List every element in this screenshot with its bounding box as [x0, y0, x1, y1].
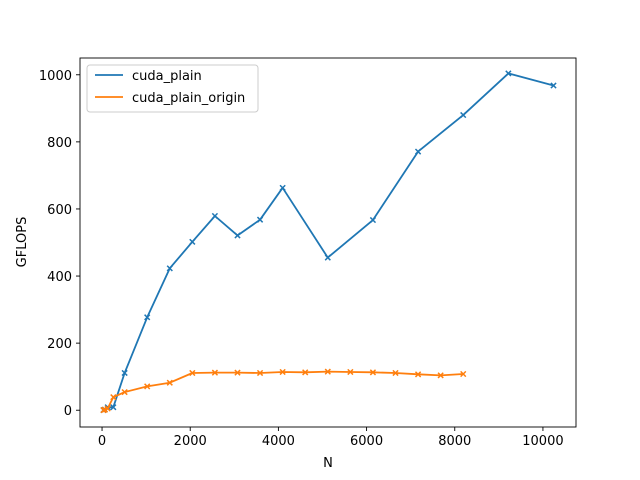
- data-point-cuda-plain-origin: [104, 405, 111, 412]
- data-point-cuda-plain-origin: [256, 369, 264, 377]
- series-layer: [100, 70, 557, 414]
- marker-stroke: [121, 388, 128, 396]
- marker-stroke: [550, 82, 557, 89]
- y-axis: 0 200 400 600 800 1000: [39, 69, 80, 419]
- data-point-cuda-plain: [189, 238, 196, 245]
- marker-stroke: [369, 216, 377, 224]
- data-point-cuda-plain-origin: [324, 368, 331, 375]
- marker-stroke: [144, 383, 151, 390]
- marker-stroke: [110, 404, 117, 411]
- marker-stroke: [189, 369, 196, 377]
- marker-stroke: [414, 148, 422, 155]
- data-point-cuda-plain-origin: [347, 368, 354, 376]
- marker-stroke: [279, 368, 286, 376]
- data-point-cuda-plain-origin: [302, 369, 309, 376]
- data-point-cuda-plain-origin: [392, 369, 399, 377]
- marker-stroke: [347, 368, 354, 376]
- y-tick-label: 1000: [39, 69, 72, 84]
- data-point-cuda-plain: [144, 314, 151, 321]
- data-point-cuda-plain: [110, 404, 117, 411]
- x-tick-label: 6000: [350, 434, 383, 449]
- data-point-cuda-plain: [256, 216, 264, 223]
- y-tick-label: 400: [47, 270, 72, 285]
- data-point-cuda-plain-origin: [166, 379, 173, 386]
- marker-stroke: [110, 394, 117, 401]
- marker-stroke: [211, 212, 219, 220]
- marker-stroke: [144, 314, 151, 321]
- marker-stroke: [414, 371, 422, 378]
- data-point-cuda-plain-origin: [189, 369, 196, 377]
- x-axis-label: N: [323, 456, 333, 471]
- data-point-cuda-plain-origin: [414, 371, 422, 378]
- legend-label-cuda-plain-origin: cuda_plain_origin: [132, 91, 245, 106]
- marker-stroke: [211, 369, 219, 376]
- x-tick-label: 8000: [438, 434, 471, 449]
- data-point-cuda-plain: [460, 111, 467, 119]
- data-point-cuda-plain: [324, 254, 331, 261]
- data-point-cuda-plain-origin: [460, 370, 467, 378]
- data-point-cuda-plain-origin: [211, 369, 219, 376]
- marker-stroke: [324, 254, 331, 261]
- x-tick-label: 4000: [262, 434, 295, 449]
- data-point-cuda-plain-origin: [234, 369, 241, 376]
- marker-stroke: [460, 111, 467, 119]
- y-tick-label: 600: [47, 203, 72, 218]
- x-tick-label: 10000: [522, 434, 563, 449]
- marker-stroke: [166, 379, 173, 386]
- marker-stroke: [166, 265, 173, 272]
- marker-stroke: [505, 70, 512, 77]
- marker-stroke: [256, 369, 264, 377]
- data-point-cuda-plain: [279, 184, 286, 191]
- legend-box: [86, 64, 259, 113]
- data-point-cuda-plain-origin: [437, 372, 444, 379]
- data-point-cuda-plain-origin: [144, 383, 151, 390]
- legend: cuda_plain cuda_plain_origin: [86, 64, 259, 113]
- marker-stroke: [256, 216, 264, 223]
- y-tick-label: 800: [47, 136, 72, 151]
- data-point-cuda-plain: [121, 369, 128, 377]
- x-axis: 0 2000 4000 6000 8000 10000: [98, 427, 564, 449]
- y-tick-label: 200: [47, 337, 72, 352]
- data-point-cuda-plain: [550, 82, 557, 89]
- data-point-cuda-plain: [505, 70, 512, 77]
- marker-stroke: [392, 369, 399, 377]
- marker-stroke: [234, 369, 241, 376]
- y-axis-label: GFLOPS: [15, 217, 30, 268]
- data-point-cuda-plain-origin: [279, 368, 286, 376]
- data-point-cuda-plain-origin: [121, 388, 128, 396]
- marker-stroke: [460, 370, 467, 378]
- data-point-cuda-plain: [369, 216, 377, 224]
- marker-stroke: [437, 372, 444, 379]
- data-point-cuda-plain: [166, 265, 173, 272]
- marker-stroke: [279, 184, 286, 191]
- marker-stroke: [234, 232, 241, 239]
- y-tick-label: 0: [64, 404, 72, 419]
- marker-stroke: [369, 369, 377, 376]
- legend-label-cuda-plain: cuda_plain: [132, 69, 202, 84]
- data-point-cuda-plain: [414, 148, 422, 155]
- data-point-cuda-plain: [234, 232, 241, 239]
- x-tick-label: 0: [98, 434, 106, 449]
- marker-stroke: [189, 238, 196, 245]
- marker-stroke: [104, 405, 111, 412]
- data-point-cuda-plain: [211, 212, 219, 220]
- marker-stroke: [302, 369, 309, 376]
- plot-frame: [79, 57, 577, 428]
- marker-stroke: [121, 369, 128, 377]
- x-tick-label: 2000: [174, 434, 207, 449]
- marker-stroke: [324, 368, 331, 375]
- data-point-cuda-plain-origin: [110, 394, 117, 401]
- data-point-cuda-plain-origin: [369, 369, 377, 376]
